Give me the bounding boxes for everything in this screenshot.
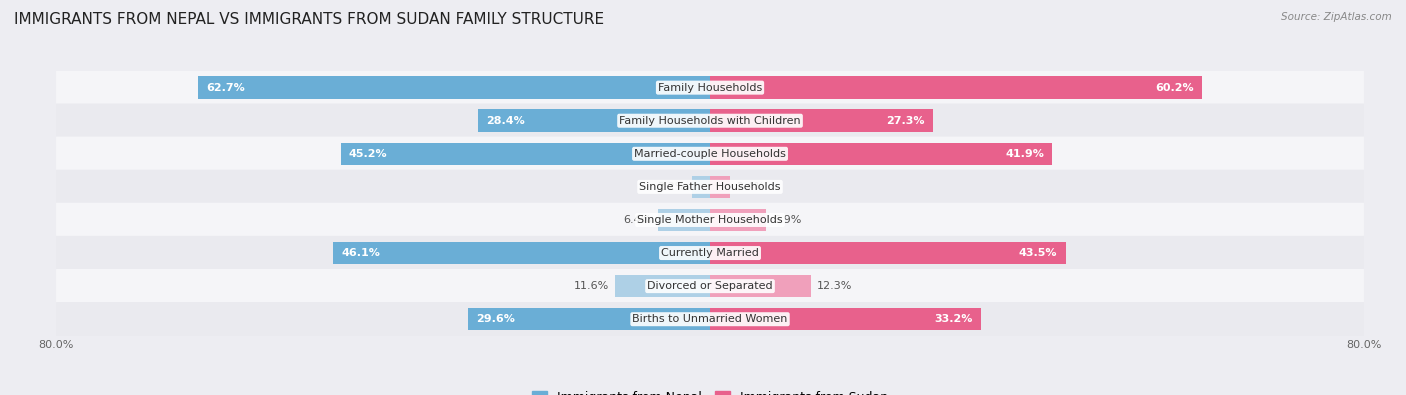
Text: Source: ZipAtlas.com: Source: ZipAtlas.com <box>1281 12 1392 22</box>
FancyBboxPatch shape <box>56 137 1364 171</box>
Text: 12.3%: 12.3% <box>817 281 852 291</box>
Text: 45.2%: 45.2% <box>349 149 388 159</box>
Text: Single Mother Households: Single Mother Households <box>637 215 783 225</box>
Bar <box>710 176 730 198</box>
Bar <box>198 76 710 99</box>
Text: Family Households with Children: Family Households with Children <box>619 116 801 126</box>
Bar <box>340 143 710 165</box>
FancyBboxPatch shape <box>56 269 1364 303</box>
Bar <box>692 176 710 198</box>
Text: Births to Unmarried Women: Births to Unmarried Women <box>633 314 787 324</box>
Bar <box>710 143 1053 165</box>
FancyBboxPatch shape <box>56 170 1364 204</box>
FancyBboxPatch shape <box>56 70 1364 105</box>
Text: 33.2%: 33.2% <box>935 314 973 324</box>
Bar <box>710 76 1202 99</box>
Text: Family Households: Family Households <box>658 83 762 93</box>
Text: 46.1%: 46.1% <box>342 248 381 258</box>
Bar <box>710 109 934 132</box>
Legend: Immigrants from Nepal, Immigrants from Sudan: Immigrants from Nepal, Immigrants from S… <box>533 391 887 395</box>
Bar <box>710 209 766 231</box>
Bar <box>710 275 810 297</box>
FancyBboxPatch shape <box>56 236 1364 270</box>
Text: 43.5%: 43.5% <box>1019 248 1057 258</box>
Text: 2.4%: 2.4% <box>737 182 765 192</box>
Text: 60.2%: 60.2% <box>1156 83 1194 93</box>
FancyBboxPatch shape <box>56 302 1364 337</box>
Text: Single Father Households: Single Father Households <box>640 182 780 192</box>
Bar <box>658 209 710 231</box>
Bar <box>333 242 710 264</box>
Text: 41.9%: 41.9% <box>1005 149 1045 159</box>
Bar <box>468 308 710 331</box>
FancyBboxPatch shape <box>56 103 1364 138</box>
Text: 27.3%: 27.3% <box>886 116 925 126</box>
Text: 62.7%: 62.7% <box>205 83 245 93</box>
Bar <box>710 308 981 331</box>
Text: Married-couple Households: Married-couple Households <box>634 149 786 159</box>
Text: Currently Married: Currently Married <box>661 248 759 258</box>
Bar <box>710 242 1066 264</box>
Bar <box>616 275 710 297</box>
Text: 11.6%: 11.6% <box>574 281 609 291</box>
FancyBboxPatch shape <box>56 203 1364 237</box>
Bar <box>478 109 710 132</box>
Text: 28.4%: 28.4% <box>486 116 524 126</box>
Text: Divorced or Separated: Divorced or Separated <box>647 281 773 291</box>
Text: 6.4%: 6.4% <box>623 215 651 225</box>
Text: 2.2%: 2.2% <box>657 182 686 192</box>
Text: IMMIGRANTS FROM NEPAL VS IMMIGRANTS FROM SUDAN FAMILY STRUCTURE: IMMIGRANTS FROM NEPAL VS IMMIGRANTS FROM… <box>14 12 605 27</box>
Text: 6.9%: 6.9% <box>773 215 801 225</box>
Text: 29.6%: 29.6% <box>477 314 515 324</box>
